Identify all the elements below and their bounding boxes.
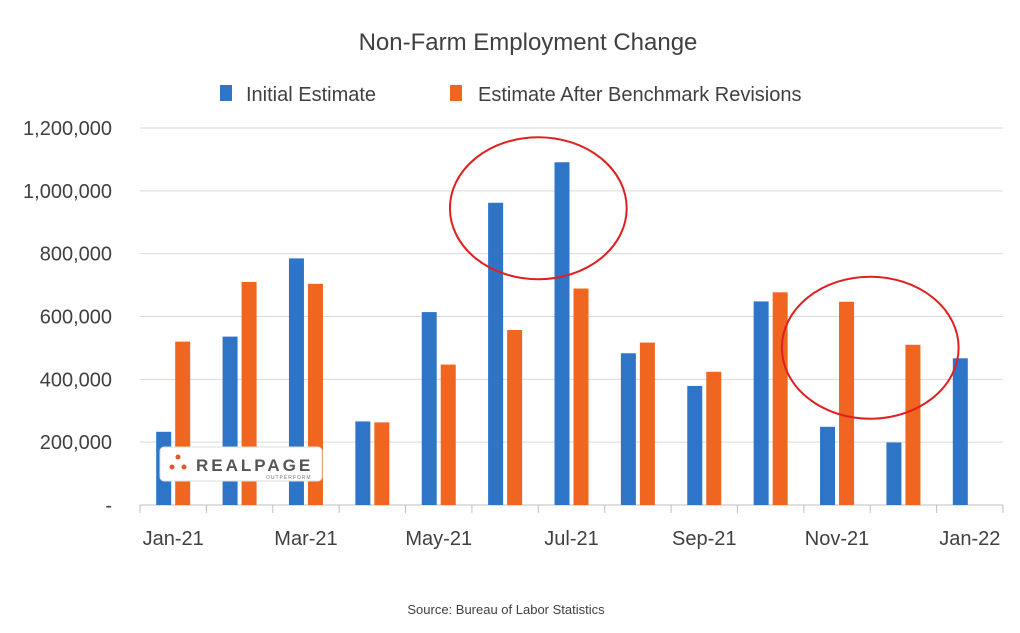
bar-revised-estimate [706, 371, 722, 505]
y-tick-label: 1,200,000 [23, 118, 112, 140]
chart-title: Non-Farm Employment Change [359, 29, 698, 56]
logo-dot-left [169, 464, 175, 470]
legend: Initial Estimate Estimate After Benchmar… [220, 84, 801, 106]
y-tick-label: - [105, 495, 112, 517]
bar-initial-estimate [421, 312, 437, 505]
y-tick-label: 600,000 [40, 307, 112, 329]
bar-initial-estimate [753, 301, 769, 505]
bar-revised-estimate [573, 288, 589, 505]
source-note: Source: Bureau of Labor Statistics [407, 602, 605, 617]
x-tick-label: Jul-21 [544, 528, 598, 550]
bar-initial-estimate [820, 426, 836, 505]
bar-initial-estimate [288, 258, 304, 505]
logo-tagline: OUTPERFORM [266, 475, 312, 481]
bar-revised-estimate [639, 342, 655, 505]
bar-revised-estimate [507, 330, 523, 505]
y-tick-label: 200,000 [40, 432, 112, 454]
legend-swatch-initial [220, 85, 232, 101]
x-tick-label: Nov-21 [805, 528, 869, 550]
bar-revised-estimate [772, 292, 788, 505]
bar-revised-estimate [839, 301, 855, 505]
gridlines [140, 127, 1003, 506]
x-tick-label: Sep-21 [672, 528, 737, 550]
bar-initial-estimate [488, 202, 504, 505]
bar-initial-estimate [952, 358, 968, 505]
bar-initial-estimate [886, 442, 902, 505]
y-axis-ticks: - 200,000 400,000 600,000 800,000 1,000,000 1,… [23, 118, 112, 517]
bar-initial-estimate [687, 385, 703, 505]
annotations [448, 136, 960, 420]
bar-initial-estimate [620, 353, 636, 505]
logo-wordmark: REALPAGE [196, 456, 313, 475]
bar-revised-estimate [905, 344, 921, 505]
y-tick-label: 800,000 [40, 244, 112, 266]
bar-initial-estimate [355, 421, 371, 505]
logo-dot-top [175, 454, 181, 460]
x-tick-label: Jan-22 [939, 528, 1000, 550]
logo-dot-right [181, 464, 187, 470]
x-tick-label: Mar-21 [274, 528, 337, 550]
y-tick-label: 1,000,000 [23, 181, 112, 203]
legend-label-initial: Initial Estimate [246, 84, 376, 106]
legend-swatch-revised [450, 85, 462, 101]
annotation-circle [780, 275, 960, 420]
bar-revised-estimate [440, 364, 456, 505]
realpage-logo: REALPAGE OUTPERFORM [159, 446, 323, 482]
bar-revised-estimate [374, 422, 390, 505]
bar-initial-estimate [554, 162, 570, 505]
annotation-circle [448, 136, 628, 281]
logo-background [159, 446, 323, 482]
x-axis-ticks: Jan-21 Mar-21 May-21 Jul-21 Sep-21 Nov-21 Jan-… [139, 505, 1004, 550]
legend-label-revised: Estimate After Benchmark Revisions [478, 84, 801, 106]
y-tick-label: 400,000 [40, 369, 112, 391]
x-tick-label: May-21 [405, 528, 472, 550]
x-tick-label: Jan-21 [143, 528, 204, 550]
